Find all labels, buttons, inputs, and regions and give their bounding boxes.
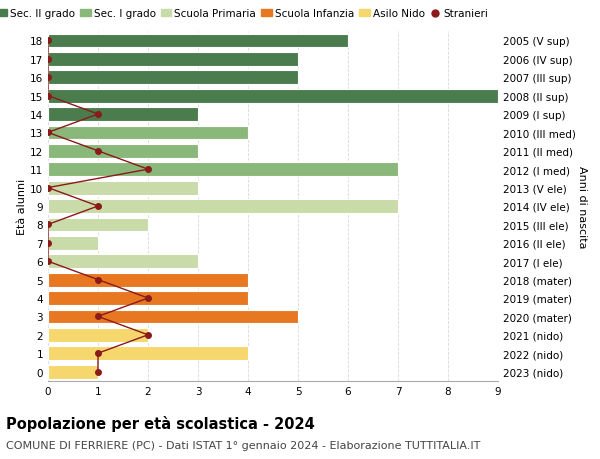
- Bar: [48, 218, 148, 232]
- Point: [143, 166, 153, 174]
- Point: [43, 240, 53, 247]
- Bar: [48, 236, 98, 250]
- Point: [43, 38, 53, 45]
- Point: [43, 93, 53, 100]
- Point: [43, 185, 53, 192]
- Bar: [48, 145, 198, 158]
- Bar: [48, 126, 248, 140]
- Point: [93, 276, 103, 284]
- Point: [43, 221, 53, 229]
- Bar: [48, 328, 148, 342]
- Point: [43, 74, 53, 82]
- Point: [143, 331, 153, 339]
- Bar: [48, 163, 398, 177]
- Bar: [48, 255, 198, 269]
- Bar: [48, 347, 248, 360]
- Bar: [48, 34, 348, 48]
- Bar: [48, 71, 298, 85]
- Y-axis label: Anni di nascita: Anni di nascita: [577, 165, 587, 248]
- Bar: [48, 181, 198, 195]
- Bar: [48, 310, 298, 324]
- Bar: [48, 108, 198, 122]
- Point: [93, 368, 103, 375]
- Point: [43, 129, 53, 137]
- Point: [43, 258, 53, 265]
- Text: Popolazione per età scolastica - 2024: Popolazione per età scolastica - 2024: [6, 415, 315, 431]
- Point: [93, 313, 103, 320]
- Point: [93, 111, 103, 118]
- Point: [43, 56, 53, 63]
- Bar: [48, 90, 498, 103]
- Point: [93, 350, 103, 357]
- Y-axis label: Età alunni: Età alunni: [17, 179, 27, 235]
- Bar: [48, 200, 398, 213]
- Bar: [48, 365, 98, 379]
- Bar: [48, 291, 248, 305]
- Point: [143, 295, 153, 302]
- Text: COMUNE DI FERRIERE (PC) - Dati ISTAT 1° gennaio 2024 - Elaborazione TUTTITALIA.I: COMUNE DI FERRIERE (PC) - Dati ISTAT 1° …: [6, 440, 481, 450]
- Bar: [48, 273, 248, 287]
- Point: [93, 203, 103, 210]
- Point: [93, 148, 103, 155]
- Legend: Sec. II grado, Sec. I grado, Scuola Primaria, Scuola Infanzia, Asilo Nido, Stran: Sec. II grado, Sec. I grado, Scuola Prim…: [0, 5, 493, 23]
- Bar: [48, 53, 298, 67]
